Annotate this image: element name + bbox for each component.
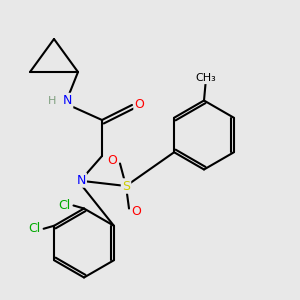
- Text: Cl: Cl: [28, 222, 41, 235]
- Text: H: H: [48, 95, 57, 106]
- Text: Cl: Cl: [58, 199, 70, 212]
- Text: S: S: [122, 179, 130, 193]
- Text: CH₃: CH₃: [195, 73, 216, 83]
- Text: O: O: [108, 154, 117, 167]
- Text: O: O: [132, 205, 141, 218]
- Text: N: N: [63, 94, 72, 107]
- Text: O: O: [135, 98, 144, 112]
- Text: N: N: [76, 173, 86, 187]
